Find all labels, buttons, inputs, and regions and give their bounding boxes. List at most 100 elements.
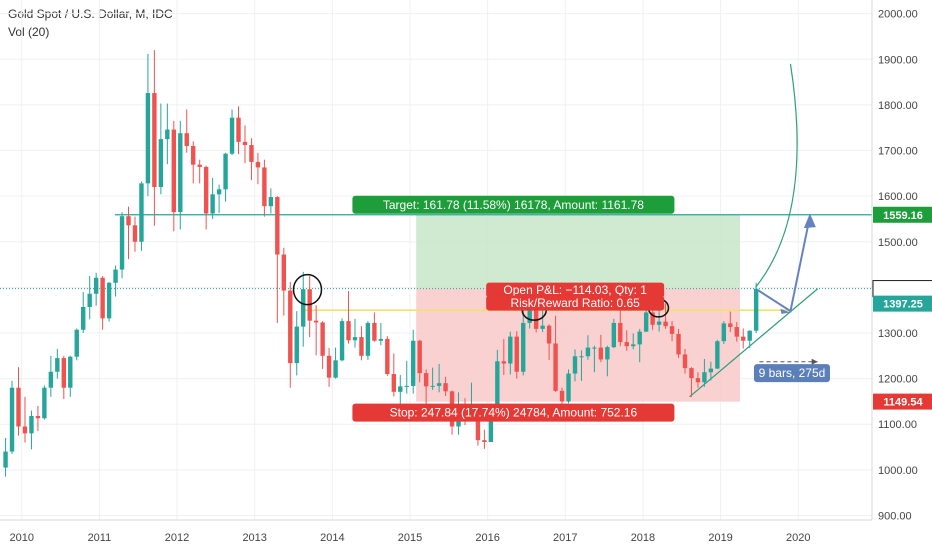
candle-body bbox=[346, 321, 351, 341]
candle-body bbox=[423, 373, 429, 387]
candle-body bbox=[741, 336, 746, 341]
candle-body bbox=[275, 197, 280, 255]
candle-body bbox=[637, 331, 642, 345]
candle-body bbox=[566, 373, 571, 402]
candle-body bbox=[611, 322, 617, 348]
target-label-bg bbox=[352, 195, 675, 214]
open-pl-label-text: Open P&L: −114.03, Qty: 1 bbox=[503, 283, 647, 297]
y-tick-label: 1700.00 bbox=[878, 146, 918, 158]
candle-body bbox=[643, 312, 649, 332]
candle-body bbox=[301, 289, 306, 327]
candle-body bbox=[682, 354, 688, 369]
y-tick-label: 1100.00 bbox=[878, 419, 917, 431]
candle-body bbox=[216, 189, 222, 195]
volume-indicator-label[interactable]: Vol (20) bbox=[8, 25, 50, 39]
candle-body bbox=[126, 216, 131, 226]
candle-body bbox=[255, 161, 261, 168]
candle-body bbox=[521, 322, 526, 372]
candle-body bbox=[385, 338, 390, 375]
candle-body bbox=[592, 347, 597, 349]
candle-body bbox=[16, 387, 21, 427]
candle-body bbox=[546, 325, 552, 344]
axis-tag-current: 1397.25 bbox=[873, 295, 932, 312]
candle-body bbox=[61, 358, 67, 388]
candle-body bbox=[288, 290, 293, 364]
candle-body bbox=[81, 306, 86, 330]
bars-projection-arrowhead bbox=[811, 358, 818, 365]
candle-body bbox=[715, 341, 720, 369]
candle-body bbox=[514, 336, 519, 372]
candle-body bbox=[359, 337, 364, 356]
open-pl-label: Open P&L: −114.03, Qty: 1 bbox=[486, 282, 665, 298]
candle-body bbox=[100, 277, 105, 319]
y-tick-label: 1300.00 bbox=[878, 328, 918, 340]
candle-body bbox=[417, 340, 422, 374]
candle-body bbox=[695, 378, 701, 383]
candle-body bbox=[508, 336, 513, 364]
candle-body bbox=[68, 356, 73, 388]
candle-body bbox=[139, 183, 144, 242]
candle-body bbox=[734, 327, 739, 337]
y-tick-label: 1200.00 bbox=[878, 374, 918, 386]
y-tick-label: 2000.00 bbox=[878, 9, 918, 21]
candle-body bbox=[728, 323, 733, 328]
projection-label-text: 9 bars, 275d bbox=[759, 366, 826, 380]
candle-body bbox=[352, 337, 358, 341]
y-tick-label: 1500.00 bbox=[878, 237, 918, 249]
y-tick-label: 900.00 bbox=[878, 510, 912, 522]
candle-body bbox=[443, 383, 448, 392]
stop-label-bg bbox=[352, 403, 675, 422]
projection-arrow-head-mid bbox=[780, 308, 791, 314]
candle-body bbox=[553, 343, 558, 391]
x-tick-label: 2012 bbox=[165, 532, 189, 544]
candle-body bbox=[93, 277, 99, 294]
target-label: Target: 161.78 (11.58%) 16178, Amount: 1… bbox=[352, 195, 675, 214]
candle-body bbox=[339, 321, 345, 361]
projection-arc bbox=[755, 63, 798, 288]
candle-body bbox=[365, 322, 371, 356]
x-axis-bg bbox=[0, 520, 932, 550]
candle-body bbox=[540, 325, 545, 329]
candle-body bbox=[48, 371, 54, 388]
candle-body bbox=[721, 323, 727, 342]
candle-body bbox=[55, 358, 60, 372]
candle-body bbox=[404, 385, 409, 387]
candle-body bbox=[313, 320, 319, 323]
candle-body bbox=[184, 133, 189, 146]
axis-tag-current-bg bbox=[873, 295, 932, 312]
candle-body bbox=[430, 385, 435, 387]
candle-body bbox=[223, 153, 228, 190]
risk-reward-label-bg bbox=[486, 295, 665, 311]
candle-body bbox=[191, 145, 196, 165]
stop-label: Stop: 247.84 (17.74%) 24784, Amount: 752… bbox=[352, 403, 675, 422]
candle-body bbox=[605, 347, 610, 360]
x-tick-label: 2010 bbox=[9, 532, 33, 544]
candle-body bbox=[242, 141, 248, 146]
projection-arrow-head-up bbox=[803, 213, 816, 229]
candle-body bbox=[618, 322, 623, 343]
candle-body bbox=[631, 344, 636, 347]
candle-body bbox=[482, 440, 487, 442]
candle-body bbox=[436, 383, 442, 386]
candle-body bbox=[152, 93, 157, 188]
candle-body bbox=[22, 426, 28, 434]
candle-body bbox=[268, 197, 274, 207]
open-pl-label-bg bbox=[486, 282, 665, 298]
x-tick-label: 2018 bbox=[631, 532, 655, 544]
y-tick-label: 1000.00 bbox=[878, 465, 918, 477]
candle-body bbox=[527, 309, 532, 323]
candle-body bbox=[708, 368, 714, 373]
candle-body bbox=[74, 329, 79, 357]
target-label-text: Target: 161.78 (11.58%) 16178, Amount: 1… bbox=[383, 198, 644, 212]
x-tick-label: 2017 bbox=[553, 532, 577, 544]
candle-body bbox=[411, 340, 416, 386]
candle-body bbox=[229, 117, 235, 154]
candle-body bbox=[158, 139, 164, 188]
circle-marker-2013 bbox=[292, 273, 323, 306]
risk-reward-label: Risk/Reward Ratio: 0.65 bbox=[486, 295, 665, 311]
candle-body bbox=[9, 387, 15, 452]
candle-body bbox=[501, 361, 507, 364]
axis-tag-last-text: 1397.38 bbox=[883, 284, 923, 296]
